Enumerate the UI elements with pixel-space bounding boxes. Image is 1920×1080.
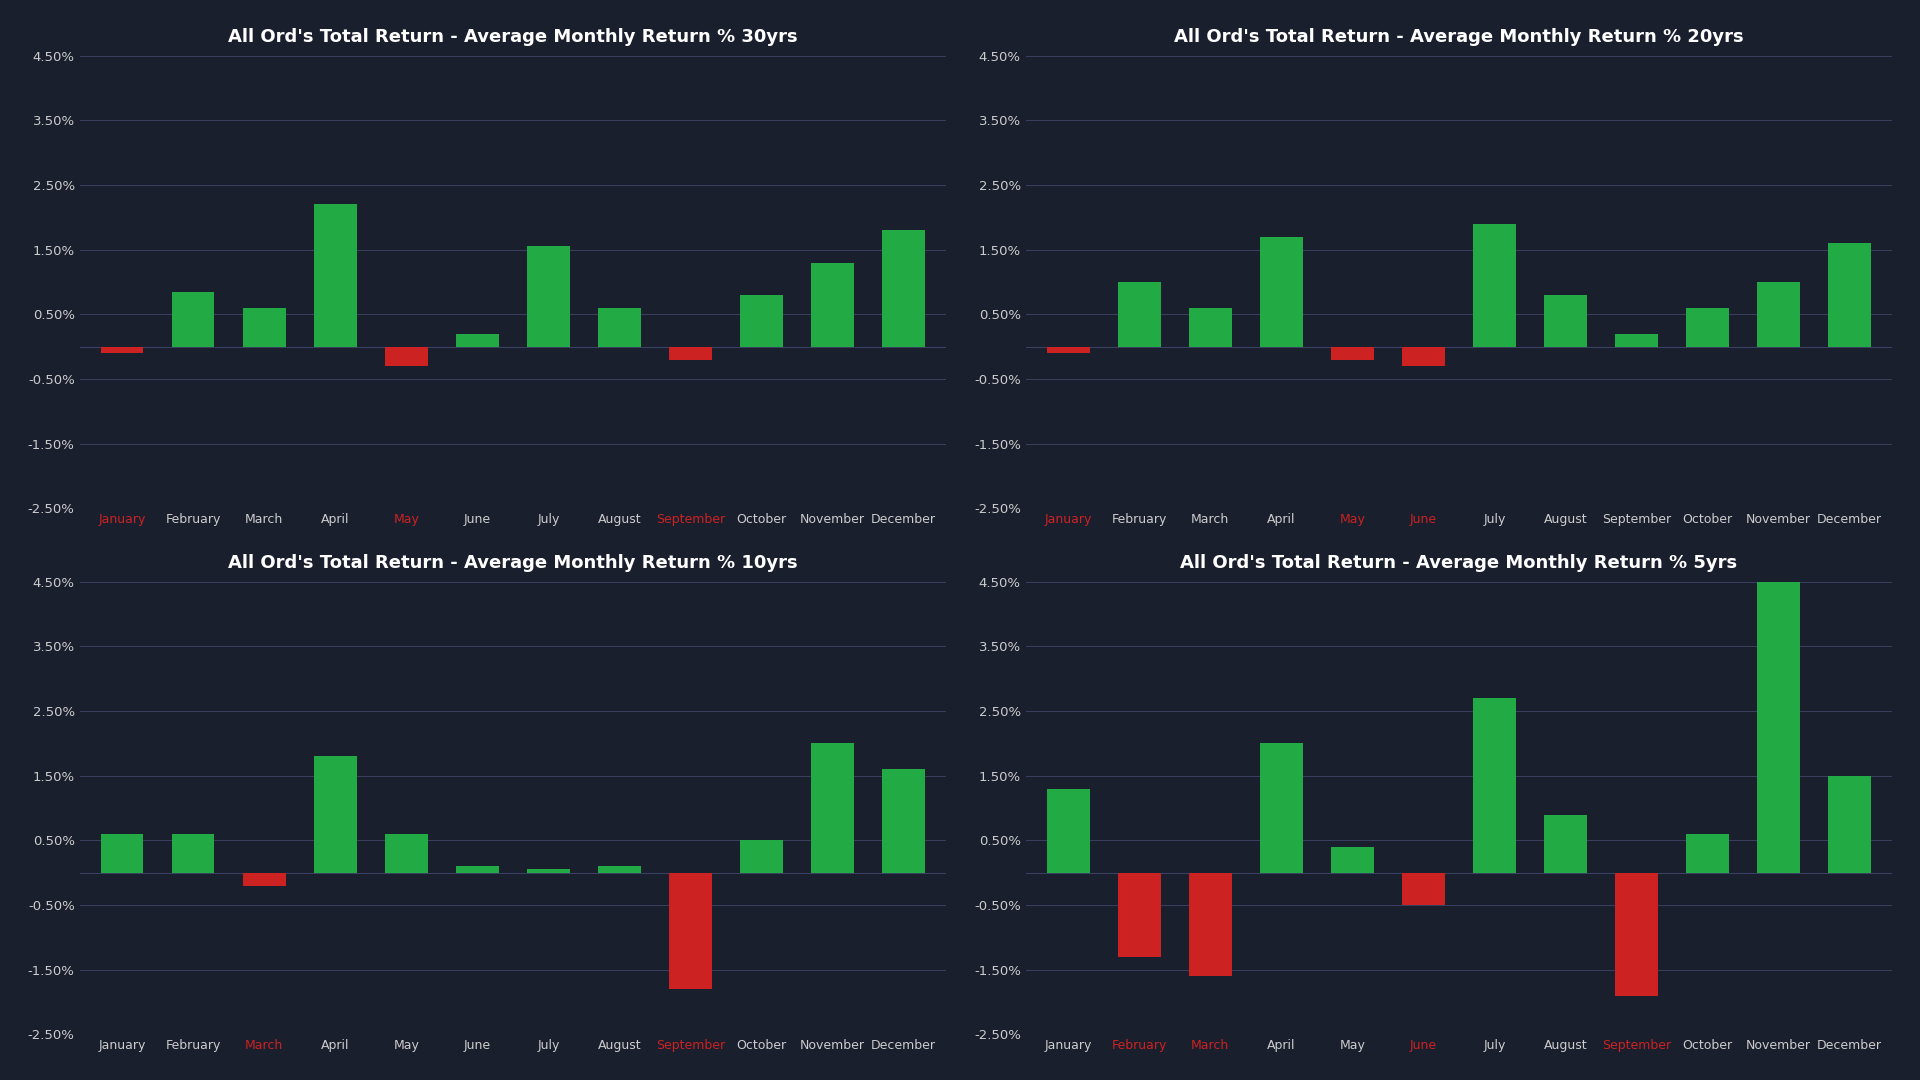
Bar bbox=[668, 873, 712, 989]
Bar bbox=[1757, 282, 1799, 347]
Bar bbox=[1188, 308, 1231, 347]
Bar bbox=[1686, 834, 1728, 873]
Title: All Ord's Total Return - Average Monthly Return % 10yrs: All Ord's Total Return - Average Monthly… bbox=[228, 554, 797, 572]
Bar bbox=[455, 866, 499, 873]
Bar bbox=[1260, 237, 1302, 347]
Bar bbox=[1828, 243, 1870, 347]
Bar bbox=[1686, 308, 1728, 347]
Bar bbox=[526, 246, 570, 347]
Bar bbox=[102, 347, 144, 353]
Bar bbox=[1473, 224, 1515, 347]
Bar bbox=[1828, 775, 1870, 873]
Bar bbox=[1757, 576, 1799, 873]
Bar bbox=[597, 866, 641, 873]
Bar bbox=[455, 334, 499, 347]
Bar bbox=[1117, 873, 1160, 957]
Bar bbox=[315, 204, 357, 347]
Bar bbox=[384, 834, 428, 873]
Bar bbox=[810, 262, 854, 347]
Bar bbox=[1117, 282, 1160, 347]
Title: All Ord's Total Return - Average Monthly Return % 20yrs: All Ord's Total Return - Average Monthly… bbox=[1175, 28, 1743, 45]
Bar bbox=[1402, 347, 1444, 366]
Bar bbox=[102, 834, 144, 873]
Bar bbox=[1046, 347, 1089, 353]
Bar bbox=[1331, 847, 1373, 873]
Bar bbox=[1331, 347, 1373, 360]
Bar bbox=[173, 834, 215, 873]
Bar bbox=[1260, 743, 1302, 873]
Bar bbox=[739, 295, 783, 347]
Bar bbox=[1615, 334, 1657, 347]
Bar bbox=[881, 230, 925, 347]
Bar bbox=[384, 347, 428, 366]
Bar bbox=[526, 869, 570, 873]
Bar bbox=[244, 308, 286, 347]
Bar bbox=[1402, 873, 1444, 905]
Bar bbox=[1544, 295, 1586, 347]
Bar bbox=[244, 873, 286, 886]
Bar bbox=[1473, 698, 1515, 873]
Bar bbox=[1046, 788, 1089, 873]
Bar bbox=[1544, 814, 1586, 873]
Bar bbox=[881, 769, 925, 873]
Bar bbox=[597, 308, 641, 347]
Bar bbox=[739, 840, 783, 873]
Bar bbox=[173, 292, 215, 347]
Bar bbox=[1188, 873, 1231, 976]
Bar bbox=[315, 756, 357, 873]
Bar bbox=[668, 347, 712, 360]
Bar bbox=[810, 743, 854, 873]
Bar bbox=[1615, 873, 1657, 996]
Title: All Ord's Total Return - Average Monthly Return % 30yrs: All Ord's Total Return - Average Monthly… bbox=[228, 28, 797, 45]
Title: All Ord's Total Return - Average Monthly Return % 5yrs: All Ord's Total Return - Average Monthly… bbox=[1181, 554, 1738, 572]
